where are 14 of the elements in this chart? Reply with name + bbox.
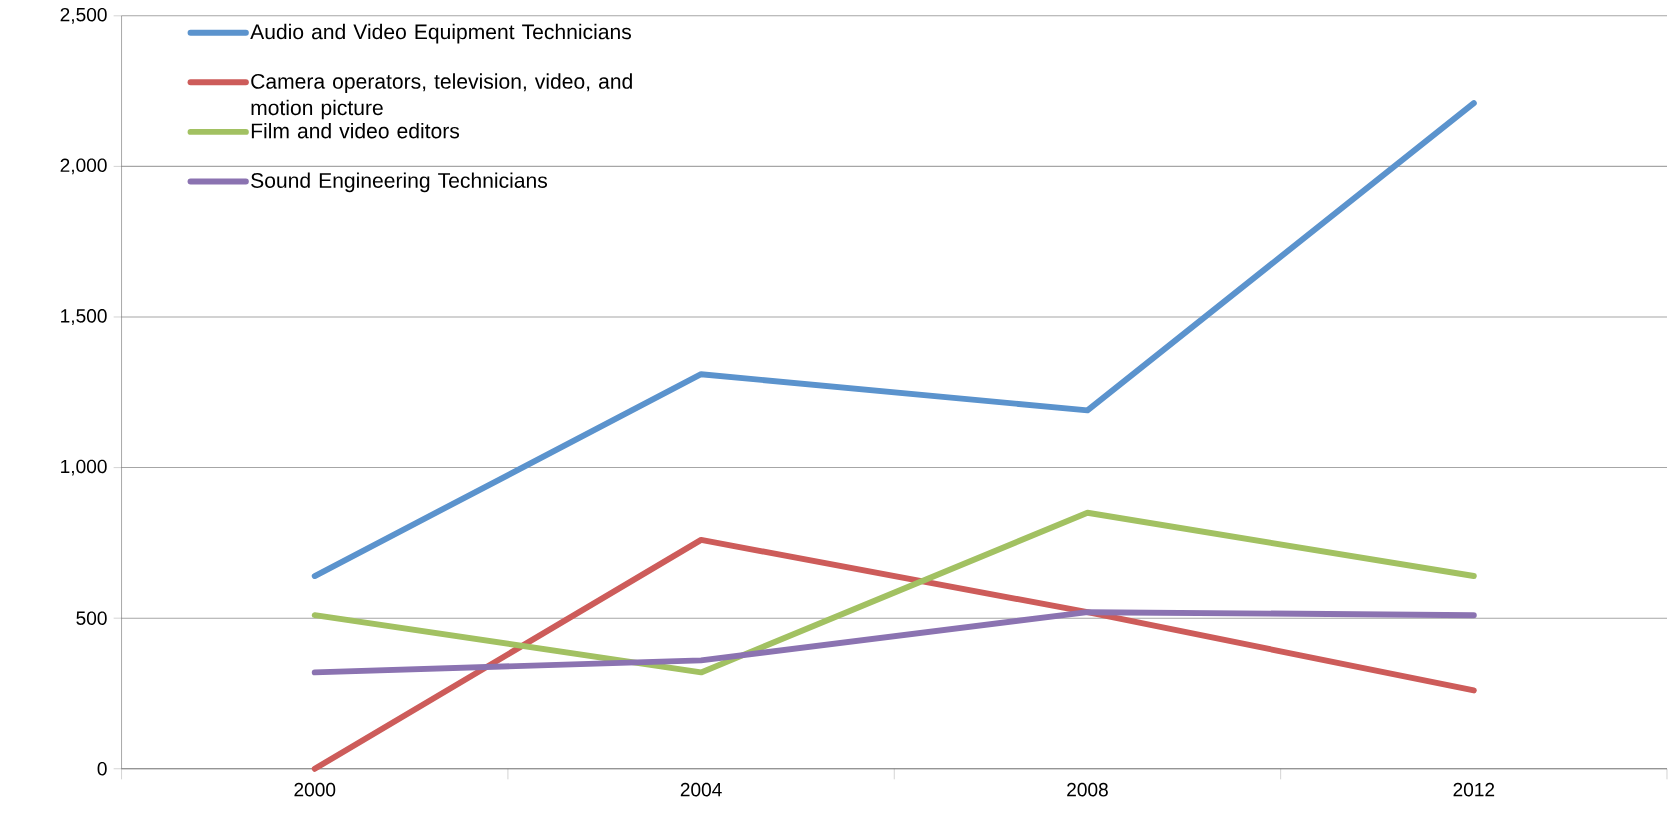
y-tick-label: 500: [76, 611, 107, 625]
legend-label: Sound Engineering Technicians: [251, 172, 548, 193]
y-tick-label: 1,500: [61, 308, 107, 325]
x-tick-label: 2004: [680, 782, 722, 797]
x-tick-label: 2012: [1453, 782, 1495, 797]
legend-label: Camera operators, television, video, and motion picture: [251, 73, 632, 120]
y-tick-label: 2,500: [60, 7, 107, 24]
y-tick-label: 0: [97, 761, 107, 776]
legend-label: Film and video editors: [251, 122, 460, 139]
y-tick-label: 2,000: [60, 158, 107, 175]
x-tick-label: 2000: [294, 782, 336, 797]
x-tick-label: 2008: [1067, 782, 1108, 797]
y-tick-label: 1,000: [61, 459, 107, 476]
legend-label: Audio and Video Equipment Technicians: [250, 23, 631, 44]
